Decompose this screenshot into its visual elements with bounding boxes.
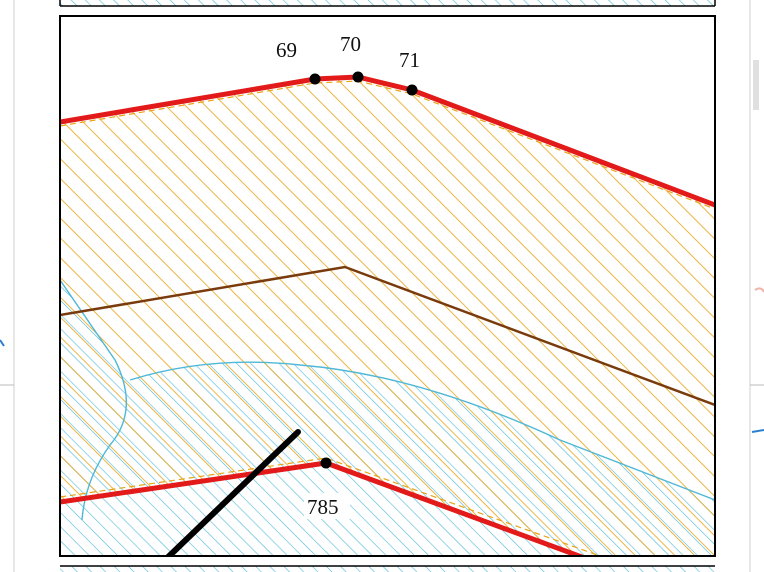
bottom-neighbor-sheet: [60, 566, 715, 572]
point-marker: [352, 71, 364, 83]
point-marker: [309, 73, 321, 85]
point-label: 70: [340, 32, 361, 56]
black-road-line: [164, 429, 301, 556]
point-label: 785: [307, 495, 339, 519]
top-neighbor-sheet: [60, 0, 715, 6]
zone-boundary-line: [60, 279, 715, 521]
point-label: 69: [276, 38, 297, 62]
point-70: 70: [340, 32, 364, 83]
center-line: [60, 265, 715, 407]
point-marker: [406, 84, 418, 96]
point-71: 71: [399, 48, 420, 96]
point-69: 69: [276, 38, 321, 85]
point-label: 71: [399, 48, 420, 72]
point-785: 785: [304, 457, 350, 519]
point-marker: [320, 457, 332, 469]
map-frame: [59, 15, 716, 557]
